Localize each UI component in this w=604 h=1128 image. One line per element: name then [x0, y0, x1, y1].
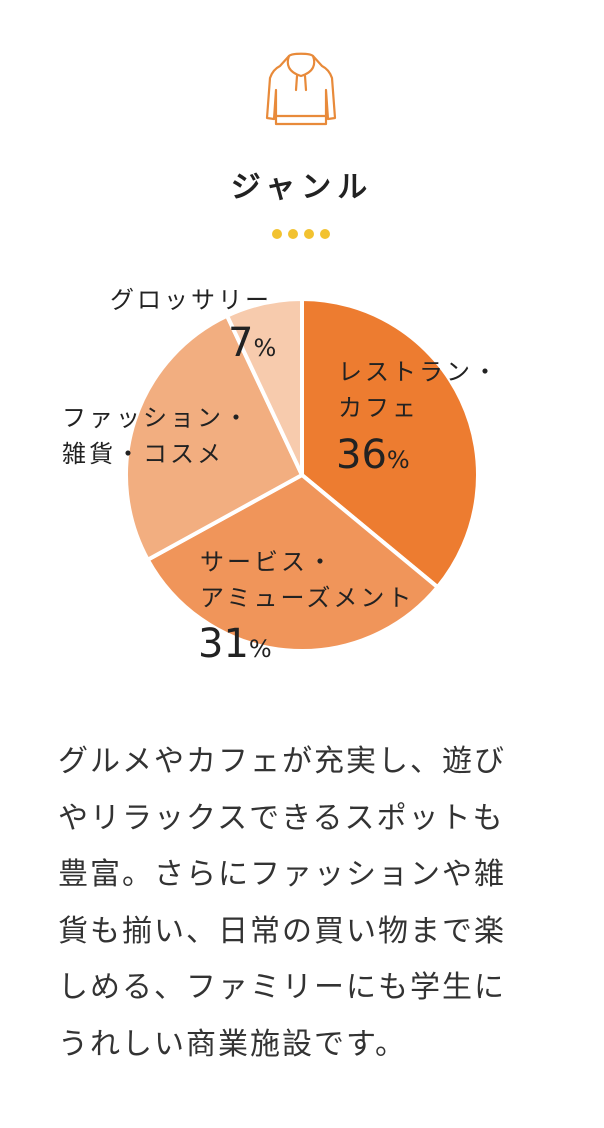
pie-slice	[225, 297, 304, 477]
description: グルメやカフェが充実し、遊び やリラックスできるスポットも 豊富。さらにファッシ…	[58, 734, 538, 1073]
slice-value-label: 7%	[228, 320, 276, 366]
description-line: うれしい商業施設です。	[58, 1026, 407, 1062]
slice-label: サービス・	[200, 548, 335, 576]
pie-slice	[145, 473, 440, 653]
slice-label: グロッサリー	[110, 286, 272, 314]
slice-label: アミューズメント	[200, 584, 414, 612]
description-line: 貨も揃い、日常の買い物まで楽	[58, 913, 506, 949]
description-line: しめる、ファミリーにも学生に	[58, 970, 506, 1005]
description-line: 豊富。さらにファッションや雑	[58, 857, 506, 892]
pie-slice	[124, 313, 304, 562]
pie-slice	[300, 297, 480, 590]
slice-label: カフェ	[338, 394, 419, 422]
section-title: ジャンル	[230, 170, 374, 205]
title-underline-dots	[270, 226, 334, 240]
hoodie-icon	[262, 50, 340, 128]
genre-pie-chart: レストラン・ カフェ 36% サービス・アミューズメント 31% ファッション・ 雑貨・コス…	[0, 270, 604, 690]
description-line: グルメやカフェが充実し、遊び	[58, 744, 506, 779]
slice-value-label: 31%	[198, 621, 272, 667]
slice-label: ファッション・	[62, 404, 251, 432]
slice-label: 雑貨・コスメ	[62, 440, 224, 468]
slice-label: レストラン・	[338, 358, 500, 386]
slice-value-label: 36%	[336, 432, 410, 478]
description-line: やリラックスできるスポットも	[58, 800, 505, 836]
